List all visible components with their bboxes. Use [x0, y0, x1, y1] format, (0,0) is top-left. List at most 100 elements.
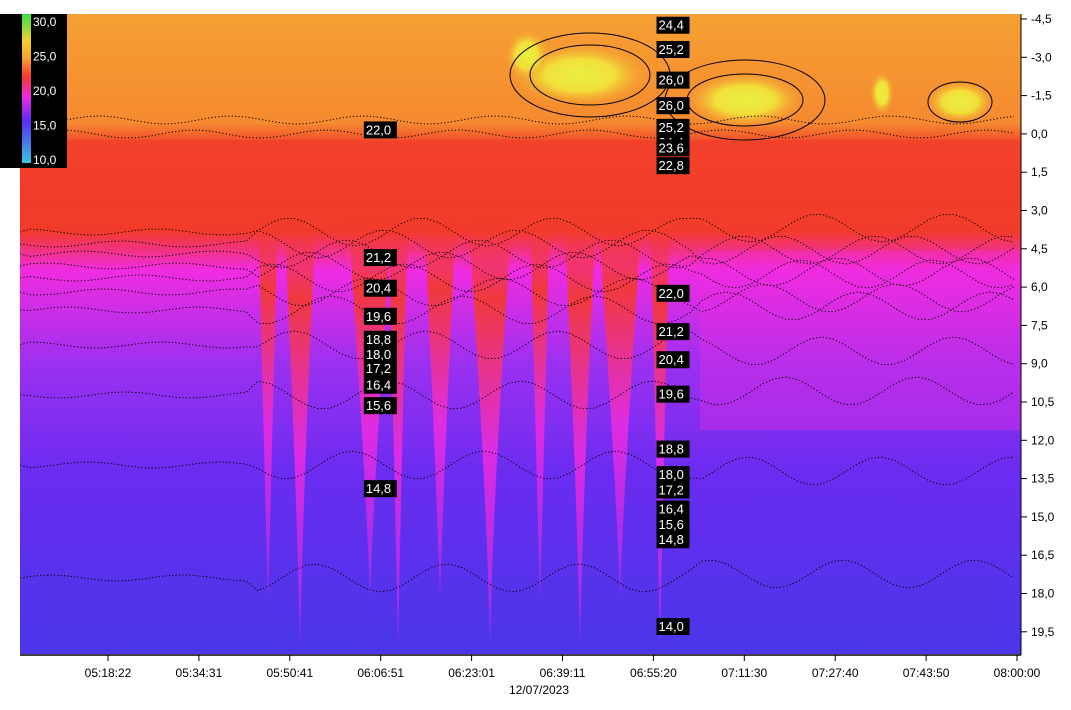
svg-text:22,8: 22,8 [659, 158, 684, 173]
contour-label: 15,6 [656, 515, 690, 533]
color-scale-panel [0, 14, 67, 168]
contour-label: 22,0 [363, 121, 397, 139]
x-tick-label: 07:43:50 [903, 666, 950, 680]
svg-text:21,2: 21,2 [366, 250, 391, 265]
y-tick-label: 3,0 [1031, 204, 1048, 218]
warm-plume [424, 210, 456, 600]
contour-label: 25,2 [656, 40, 690, 58]
contour-label: 22,0 [656, 284, 690, 302]
contour-label: 17,2 [656, 481, 690, 499]
y-tick-label: 12,0 [1031, 433, 1055, 447]
contour-label: 17,2 [363, 360, 397, 378]
x-tick-label: 06:39:11 [540, 666, 586, 680]
contour-label: 20,4 [656, 351, 690, 369]
color-scale-legend: 30,0 25,0 20,0 15,0 10,0 [0, 14, 67, 168]
svg-text:16,4: 16,4 [366, 378, 391, 393]
svg-text:26,0: 26,0 [659, 73, 684, 88]
contour-label: 26,0 [656, 71, 690, 89]
warm-plume [530, 210, 550, 600]
svg-text:18,8: 18,8 [659, 442, 684, 457]
hot-core [870, 71, 894, 115]
y-tick-label: -3,0 [1031, 50, 1052, 64]
y-tick-label: 13,5 [1031, 472, 1055, 486]
y-tick-label: 19,5 [1031, 625, 1055, 639]
contour-label: 19,6 [363, 307, 397, 325]
svg-text:20,4: 20,4 [659, 352, 684, 367]
isotherm-ring [529, 44, 651, 106]
svg-text:18,0: 18,0 [659, 467, 684, 482]
warm-plume [650, 210, 670, 650]
contour-labels: 22,021,220,419,618,818,017,216,415,614,8… [363, 16, 690, 636]
warm-plume [468, 210, 512, 650]
isotherm-line [20, 450, 1015, 486]
y-tick-label: 16,5 [1031, 548, 1055, 562]
contour-label: 16,4 [656, 500, 690, 518]
isotherm-line [20, 129, 1015, 139]
isotherm-line [20, 559, 1015, 593]
y-tick-label: 1,5 [1031, 165, 1048, 179]
contour-label: 14,0 [656, 618, 690, 636]
svg-text:19,6: 19,6 [659, 387, 684, 402]
y-tick-label: 18,0 [1031, 587, 1055, 601]
contour-label: 18,8 [656, 440, 690, 458]
warm-plume [564, 210, 596, 650]
x-tick-label: 08:00:00 [994, 666, 1041, 680]
x-tick-label: 05:50:41 [266, 666, 313, 680]
contour-label: 23,6 [656, 139, 690, 157]
svg-text:24,4: 24,4 [659, 18, 684, 33]
contour-label: 18,0 [656, 466, 690, 484]
hot-core [925, 80, 995, 124]
isotherm-line [20, 291, 1015, 325]
heatmap-field [20, 14, 1021, 654]
warm-surface-cores [505, 29, 995, 128]
svg-text:22,0: 22,0 [366, 122, 391, 137]
contour-label: 24,4 [656, 16, 690, 34]
svg-text:25,2: 25,2 [659, 120, 684, 135]
isotherm-line [20, 376, 1015, 410]
isotherm-line [20, 277, 1015, 313]
x-axis-ticks: 05:18:22 05:34:31 05:50:41 06:06:51 06:23:01… [85, 655, 1041, 680]
isotherm-line [20, 330, 1015, 366]
svg-text:16,4: 16,4 [659, 502, 684, 517]
x-tick-label: 06:55:20 [630, 666, 677, 680]
hot-core [505, 29, 549, 81]
y-tick-label: -1,5 [1031, 89, 1052, 103]
warm-plume [258, 210, 278, 600]
y-tick-label: 0,0 [1031, 127, 1048, 141]
contour-label: 21,2 [656, 323, 690, 341]
y-tick-label: -4,5 [1031, 12, 1052, 26]
contour-label: 21,2 [363, 249, 397, 267]
x-tick-label: 06:06:51 [357, 666, 404, 680]
x-tick-label: 05:18:22 [85, 666, 132, 680]
x-tick-label: 06:23:01 [448, 666, 495, 680]
contour-label: 19,6 [656, 385, 690, 403]
y-tick-label: 9,0 [1031, 357, 1048, 371]
x-tick-label: 07:27:40 [812, 666, 859, 680]
svg-text:21,2: 21,2 [659, 324, 684, 339]
svg-text:22,0: 22,0 [659, 286, 684, 301]
svg-text:19,6: 19,6 [366, 309, 391, 324]
x-tick-label: 07:11:30 [721, 666, 767, 680]
warm-layer [700, 250, 1021, 430]
isotherm-line [20, 213, 1015, 247]
isotherm-contours [20, 32, 1015, 593]
svg-text:14,8: 14,8 [366, 481, 391, 496]
contour-label: 16,4 [363, 376, 397, 394]
color-scale-label: 20,0 [33, 84, 57, 98]
y-tick-label: 6,0 [1031, 280, 1048, 294]
color-scale-label: 25,0 [33, 50, 57, 64]
svg-text:20,4: 20,4 [366, 281, 391, 296]
color-scale-label: 15,0 [33, 119, 57, 133]
isotherm-ring [927, 81, 993, 123]
contour-label: 25,2 [656, 118, 690, 136]
y-tick-label: 15,0 [1031, 510, 1055, 524]
warm-layer [20, 140, 1021, 210]
x-tick-label: 05:34:31 [176, 666, 223, 680]
color-scale-label: 30,0 [33, 15, 57, 29]
svg-text:15,6: 15,6 [659, 517, 684, 532]
y-tick-label: 7,5 [1031, 318, 1048, 332]
svg-text:18,0: 18,0 [366, 347, 391, 362]
heatmap-background [20, 14, 1021, 654]
y-tick-label: 10,5 [1031, 395, 1055, 409]
